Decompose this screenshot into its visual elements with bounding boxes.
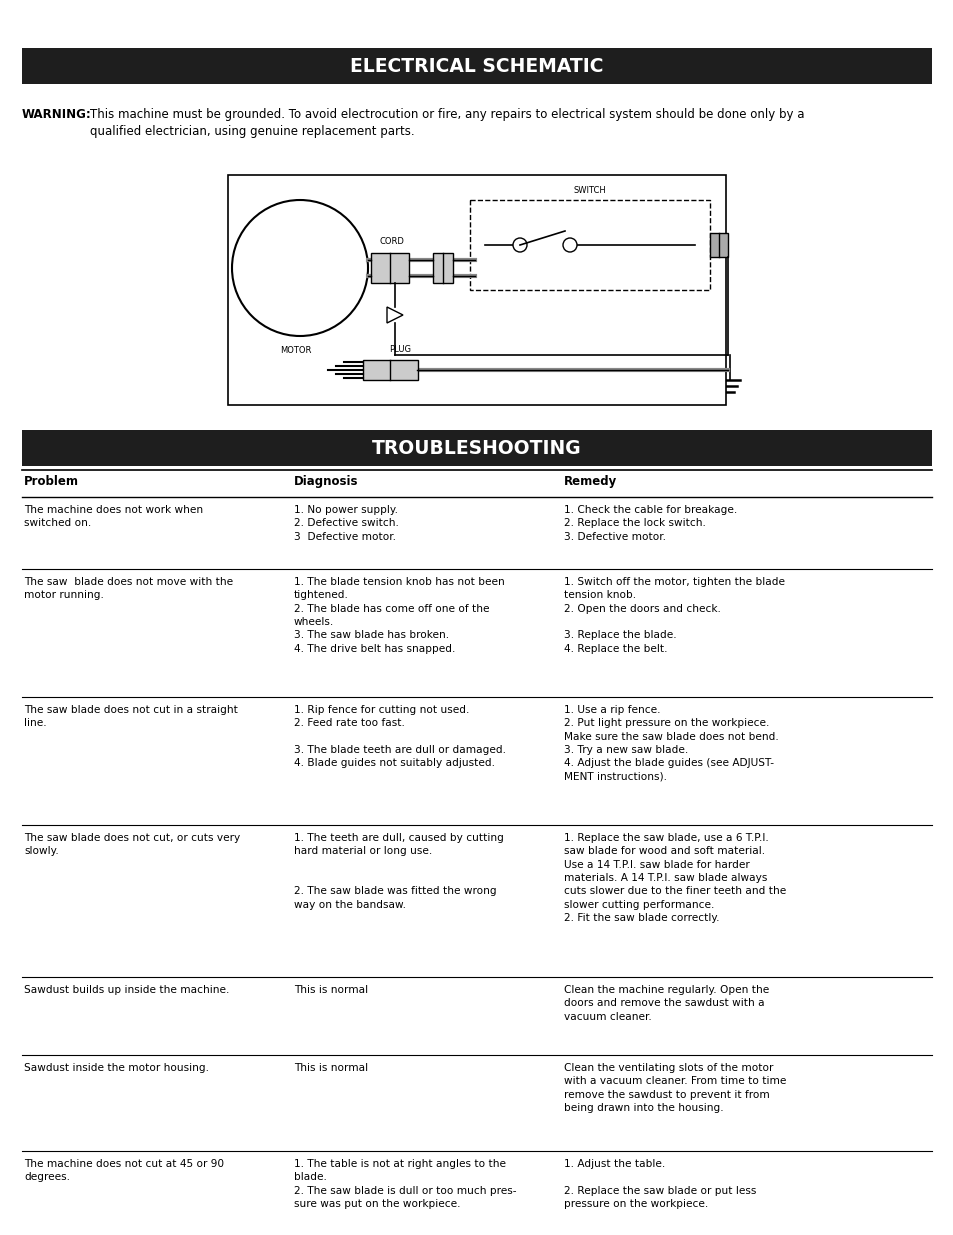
Text: 1. No power supply.
2. Defective switch.
3  Defective motor.: 1. No power supply. 2. Defective switch.… [294,505,398,542]
Text: 1. Switch off the motor, tighten the blade
tension knob.
2. Open the doors and c: 1. Switch off the motor, tighten the bla… [563,577,784,653]
Bar [22,430,931,466]
Text: 1. The teeth are dull, caused by cutting
hard material or long use.


2. The saw: 1. The teeth are dull, caused by cutting… [294,832,503,910]
Text: 1. Adjust the table.

2. Replace the saw blade or put less
pressure on the workp: 1. Adjust the table. 2. Replace the saw … [563,1158,756,1209]
Bar [371,253,409,283]
Text: Remedy: Remedy [563,475,617,488]
Text: 1. Use a rip fence.
2. Put light pressure on the workpiece.
Make sure the saw bl: 1. Use a rip fence. 2. Put light pressur… [563,705,778,782]
Text: SWITCH: SWITCH [573,186,606,195]
Text: Sawdust inside the motor housing.: Sawdust inside the motor housing. [24,1063,209,1073]
Bar [22,48,931,84]
Text: Clean the machine regularly. Open the
doors and remove the sawdust with a
vacuum: Clean the machine regularly. Open the do… [563,986,768,1021]
Text: The saw  blade does not move with the
motor running.: The saw blade does not move with the mot… [24,577,233,600]
Text: The machine does not cut at 45 or 90
degrees.: The machine does not cut at 45 or 90 deg… [24,1158,224,1182]
Circle shape [562,238,577,252]
Text: Problem: Problem [24,475,79,488]
Bar [433,253,453,283]
Text: 1. Replace the saw blade, use a 6 T.P.I.
saw blade for wood and soft material.
U: 1. Replace the saw blade, use a 6 T.P.I.… [563,832,785,923]
Text: The machine does not work when
switched on.: The machine does not work when switched … [24,505,203,529]
Text: This machine must be grounded. To avoid electrocution or fire, any repairs to el: This machine must be grounded. To avoid … [90,107,803,138]
Text: Clean the ventilating slots of the motor
with a vacuum cleaner. From time to tim: Clean the ventilating slots of the motor… [563,1063,785,1113]
Bar [363,359,417,380]
Text: PLUG: PLUG [389,345,411,354]
Bar [228,175,725,405]
Text: This is normal: This is normal [294,1063,368,1073]
Text: MOTOR: MOTOR [280,346,311,354]
Text: CORD: CORD [379,237,404,246]
Text: WARNING:: WARNING: [22,107,91,121]
Text: The saw blade does not cut, or cuts very
slowly.: The saw blade does not cut, or cuts very… [24,832,240,856]
Text: 1. The table is not at right angles to the
blade.
2. The saw blade is dull or to: 1. The table is not at right angles to t… [294,1158,516,1209]
Bar [709,233,727,257]
Text: TROUBLESHOOTING: TROUBLESHOOTING [372,438,581,457]
Text: 1. Rip fence for cutting not used.
2. Feed rate too fast.

3. The blade teeth ar: 1. Rip fence for cutting not used. 2. Fe… [294,705,505,768]
Circle shape [513,238,526,252]
Polygon shape [387,308,402,324]
Text: ELECTRICAL SCHEMATIC: ELECTRICAL SCHEMATIC [350,57,603,75]
Text: 1. Check the cable for breakage.
2. Replace the lock switch.
3. Defective motor.: 1. Check the cable for breakage. 2. Repl… [563,505,737,542]
Text: Sawdust builds up inside the machine.: Sawdust builds up inside the machine. [24,986,229,995]
Text: The saw blade does not cut in a straight
line.: The saw blade does not cut in a straight… [24,705,237,729]
Text: This is normal: This is normal [294,986,368,995]
Text: Diagnosis: Diagnosis [294,475,358,488]
Bar [470,200,709,290]
Text: 1. The blade tension knob has not been
tightened.
2. The blade has come off one : 1. The blade tension knob has not been t… [294,577,504,653]
Circle shape [232,200,368,336]
